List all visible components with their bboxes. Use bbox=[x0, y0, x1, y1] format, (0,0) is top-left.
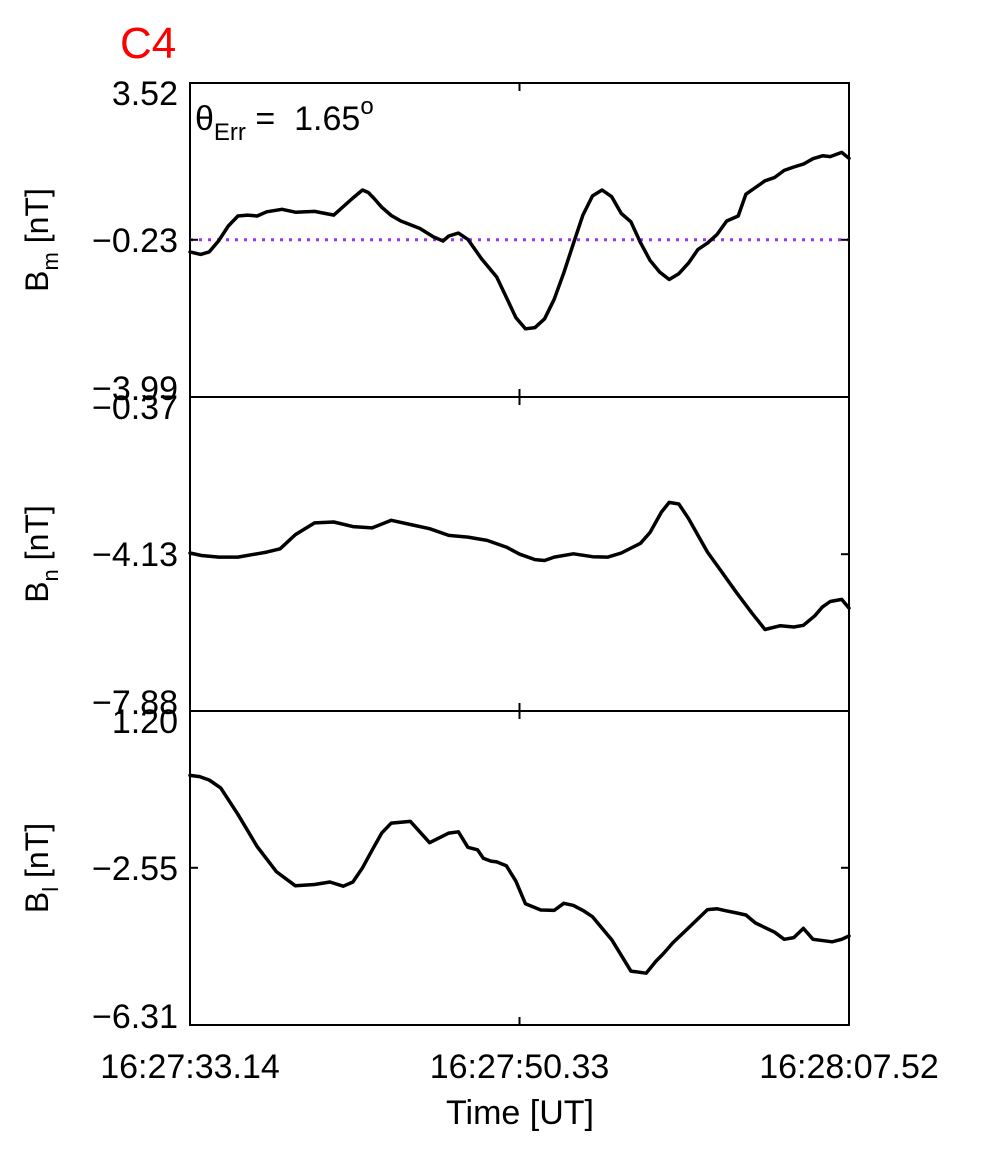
panel-bl-series-line bbox=[188, 773, 851, 975]
panel-bn-ytick-label: −0.37 bbox=[92, 389, 178, 427]
x-tick-label: 16:27:33.14 bbox=[100, 1048, 280, 1086]
panel-bl-frame bbox=[189, 710, 850, 1026]
x-tick-label: 16:27:50.33 bbox=[430, 1048, 610, 1086]
ylabel-unit: [nT] bbox=[19, 188, 55, 252]
x-axis-label: Time [UT] bbox=[446, 1094, 594, 1132]
panel-bm: 3.52 −0.23 −3.99 Bm [nT] bbox=[19, 75, 851, 408]
panel-bl-ytick-label: −2.55 bbox=[92, 850, 178, 888]
ylabel-main: B bbox=[19, 892, 55, 913]
chart-title: C4 bbox=[120, 19, 176, 68]
ylabel-unit: [nT] bbox=[19, 823, 55, 887]
ylabel-main: B bbox=[19, 271, 55, 292]
panel-bn-ytick-label: −7.88 bbox=[92, 684, 178, 722]
theta-symbol: θ bbox=[195, 100, 214, 138]
theta-superscript: o bbox=[360, 93, 373, 120]
panel-bn-series-line bbox=[188, 500, 851, 632]
ylabel-sub: n bbox=[38, 569, 63, 581]
panel-bn: −0.37 −4.13 −7.88 Bn [nT] bbox=[19, 389, 851, 722]
theta-subscript: Err bbox=[214, 119, 246, 146]
theta-value: 1.65 bbox=[294, 100, 360, 138]
panel-bm-series-line bbox=[188, 150, 851, 331]
panel-bn-ytick-label: −4.13 bbox=[92, 536, 178, 574]
ylabel-sub: m bbox=[38, 252, 63, 270]
panel-bl: 1.20 −2.55 −6.31 Bl [nT] bbox=[19, 703, 851, 1036]
theta-equals: = bbox=[246, 100, 294, 138]
panel-bn-ylabel: Bn [nT] bbox=[19, 505, 63, 603]
panel-bm-ytick-label: 3.52 bbox=[112, 75, 178, 113]
x-tick-label: 16:28:07.52 bbox=[759, 1048, 939, 1086]
panel-bm-ylabel: Bm [nT] bbox=[19, 188, 63, 292]
panel-bl-ytick-label: 1.20 bbox=[112, 703, 178, 741]
panel-bm-ytick-label: −3.99 bbox=[92, 370, 178, 408]
panel-bl-ylabel: Bl [nT] bbox=[19, 823, 63, 913]
ylabel-sub: l bbox=[38, 887, 63, 892]
theta-error-annotation: θErr = 1.65o bbox=[195, 93, 374, 146]
ylabel-unit: [nT] bbox=[19, 505, 55, 569]
ylabel-main: B bbox=[19, 581, 55, 602]
panel-bm-ytick-label: −0.23 bbox=[92, 222, 178, 260]
panel-bl-ytick-label: −6.31 bbox=[92, 998, 178, 1036]
